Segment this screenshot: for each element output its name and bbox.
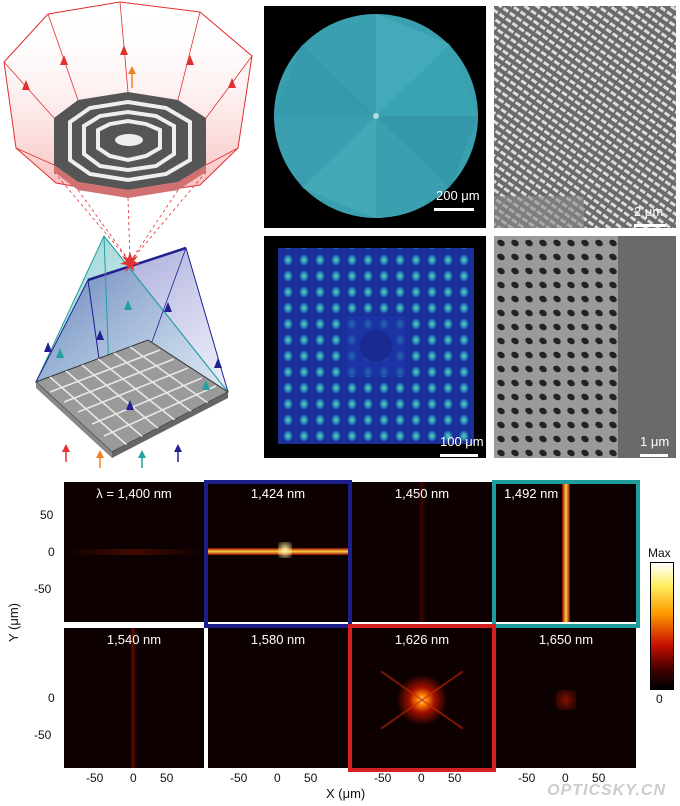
wavelength-label: 1,650 nm (538, 632, 594, 647)
input-arrows (62, 444, 182, 468)
metalens-schematic (3, 1, 253, 468)
sem-bottom-scale-bar (640, 454, 668, 457)
circle-scale-label: 200 μm (436, 188, 480, 203)
ytick-bottom-row-0: 0 (48, 691, 55, 705)
wavelength-label: λ = 1,400 nm (96, 486, 172, 501)
xtick-col4-50: 50 (592, 771, 606, 785)
wavelength-label: 1,492 nm (504, 486, 559, 501)
ytick-top-row-0: 0 (48, 545, 55, 559)
watermark: OPTICSKY.CN (547, 782, 666, 799)
intensity-map-1492: 1,492 nm (496, 482, 636, 622)
x-axis-title: X (μm) (326, 786, 366, 801)
intensity-map-1626: 1,626 nm (352, 628, 492, 768)
intensity-map-1650: 1,650 nm (496, 628, 636, 768)
intensity-map-1424: 1,424 nm (208, 482, 348, 622)
optical-micrograph-square: 100 μm (264, 236, 486, 458)
xtick-col4-0: 0 (562, 771, 569, 785)
sem-image-top: 2 μm (494, 6, 676, 228)
ytick-bottom-row-neg50: -50 (34, 728, 52, 742)
xtick-col4-neg50: -50 (518, 771, 536, 785)
intensity-map-1400: λ = 1,400 nm (64, 482, 204, 622)
intensity-map-1580: 1,580 nm (208, 628, 348, 768)
wavelength-label: 1,580 nm (250, 632, 306, 647)
xtick-col2-neg50: -50 (230, 771, 248, 785)
colorbar-min-label: 0 (656, 692, 663, 706)
xtick-col2-50: 50 (304, 771, 318, 785)
square-scale-label: 100 μm (440, 434, 484, 449)
focal-point-star (120, 252, 140, 272)
xtick-col2-0: 0 (274, 771, 281, 785)
wavelength-label: 1,540 nm (106, 632, 162, 647)
wavelength-label: 1,450 nm (394, 486, 450, 501)
intensity-map-1450: 1,450 nm (352, 482, 492, 622)
focusing-pyramid (35, 235, 229, 458)
xtick-col3-50: 50 (448, 771, 462, 785)
y-axis-title: Y (μm) (6, 602, 22, 643)
frame-1424-blue (204, 480, 352, 628)
circle-scale-bar (434, 208, 474, 211)
ytick-top-row-neg50: -50 (34, 582, 52, 596)
sem-top-scale-label: 2 μm (634, 204, 664, 219)
xtick-col3-0: 0 (418, 771, 425, 785)
octagonal-lens (54, 92, 206, 198)
optical-micrograph-circle: 200 μm (264, 6, 486, 228)
focus-rays (53, 171, 207, 263)
sem-bottom-scale-label: 1 μm (640, 434, 670, 449)
xtick-col1-neg50: -50 (86, 771, 104, 785)
frame-1626-red (348, 624, 496, 772)
sem-image-bottom: 1 μm (494, 236, 676, 458)
intensity-map-1540: 1,540 nm (64, 628, 204, 768)
wavelength-label: 1,626 nm (394, 632, 450, 647)
xtick-col1-50: 50 (160, 771, 174, 785)
xtick-col1-0: 0 (130, 771, 137, 785)
wavelength-label: 1,424 nm (250, 486, 306, 501)
colorbar-max-label: Max (648, 546, 671, 560)
xtick-col3-neg50: -50 (374, 771, 392, 785)
square-scale-bar (440, 454, 478, 457)
frame-1492-teal (492, 480, 640, 628)
colorbar (650, 562, 674, 690)
sem-top-scale-bar (634, 224, 666, 227)
ytick-top-row-50: 50 (40, 508, 54, 522)
